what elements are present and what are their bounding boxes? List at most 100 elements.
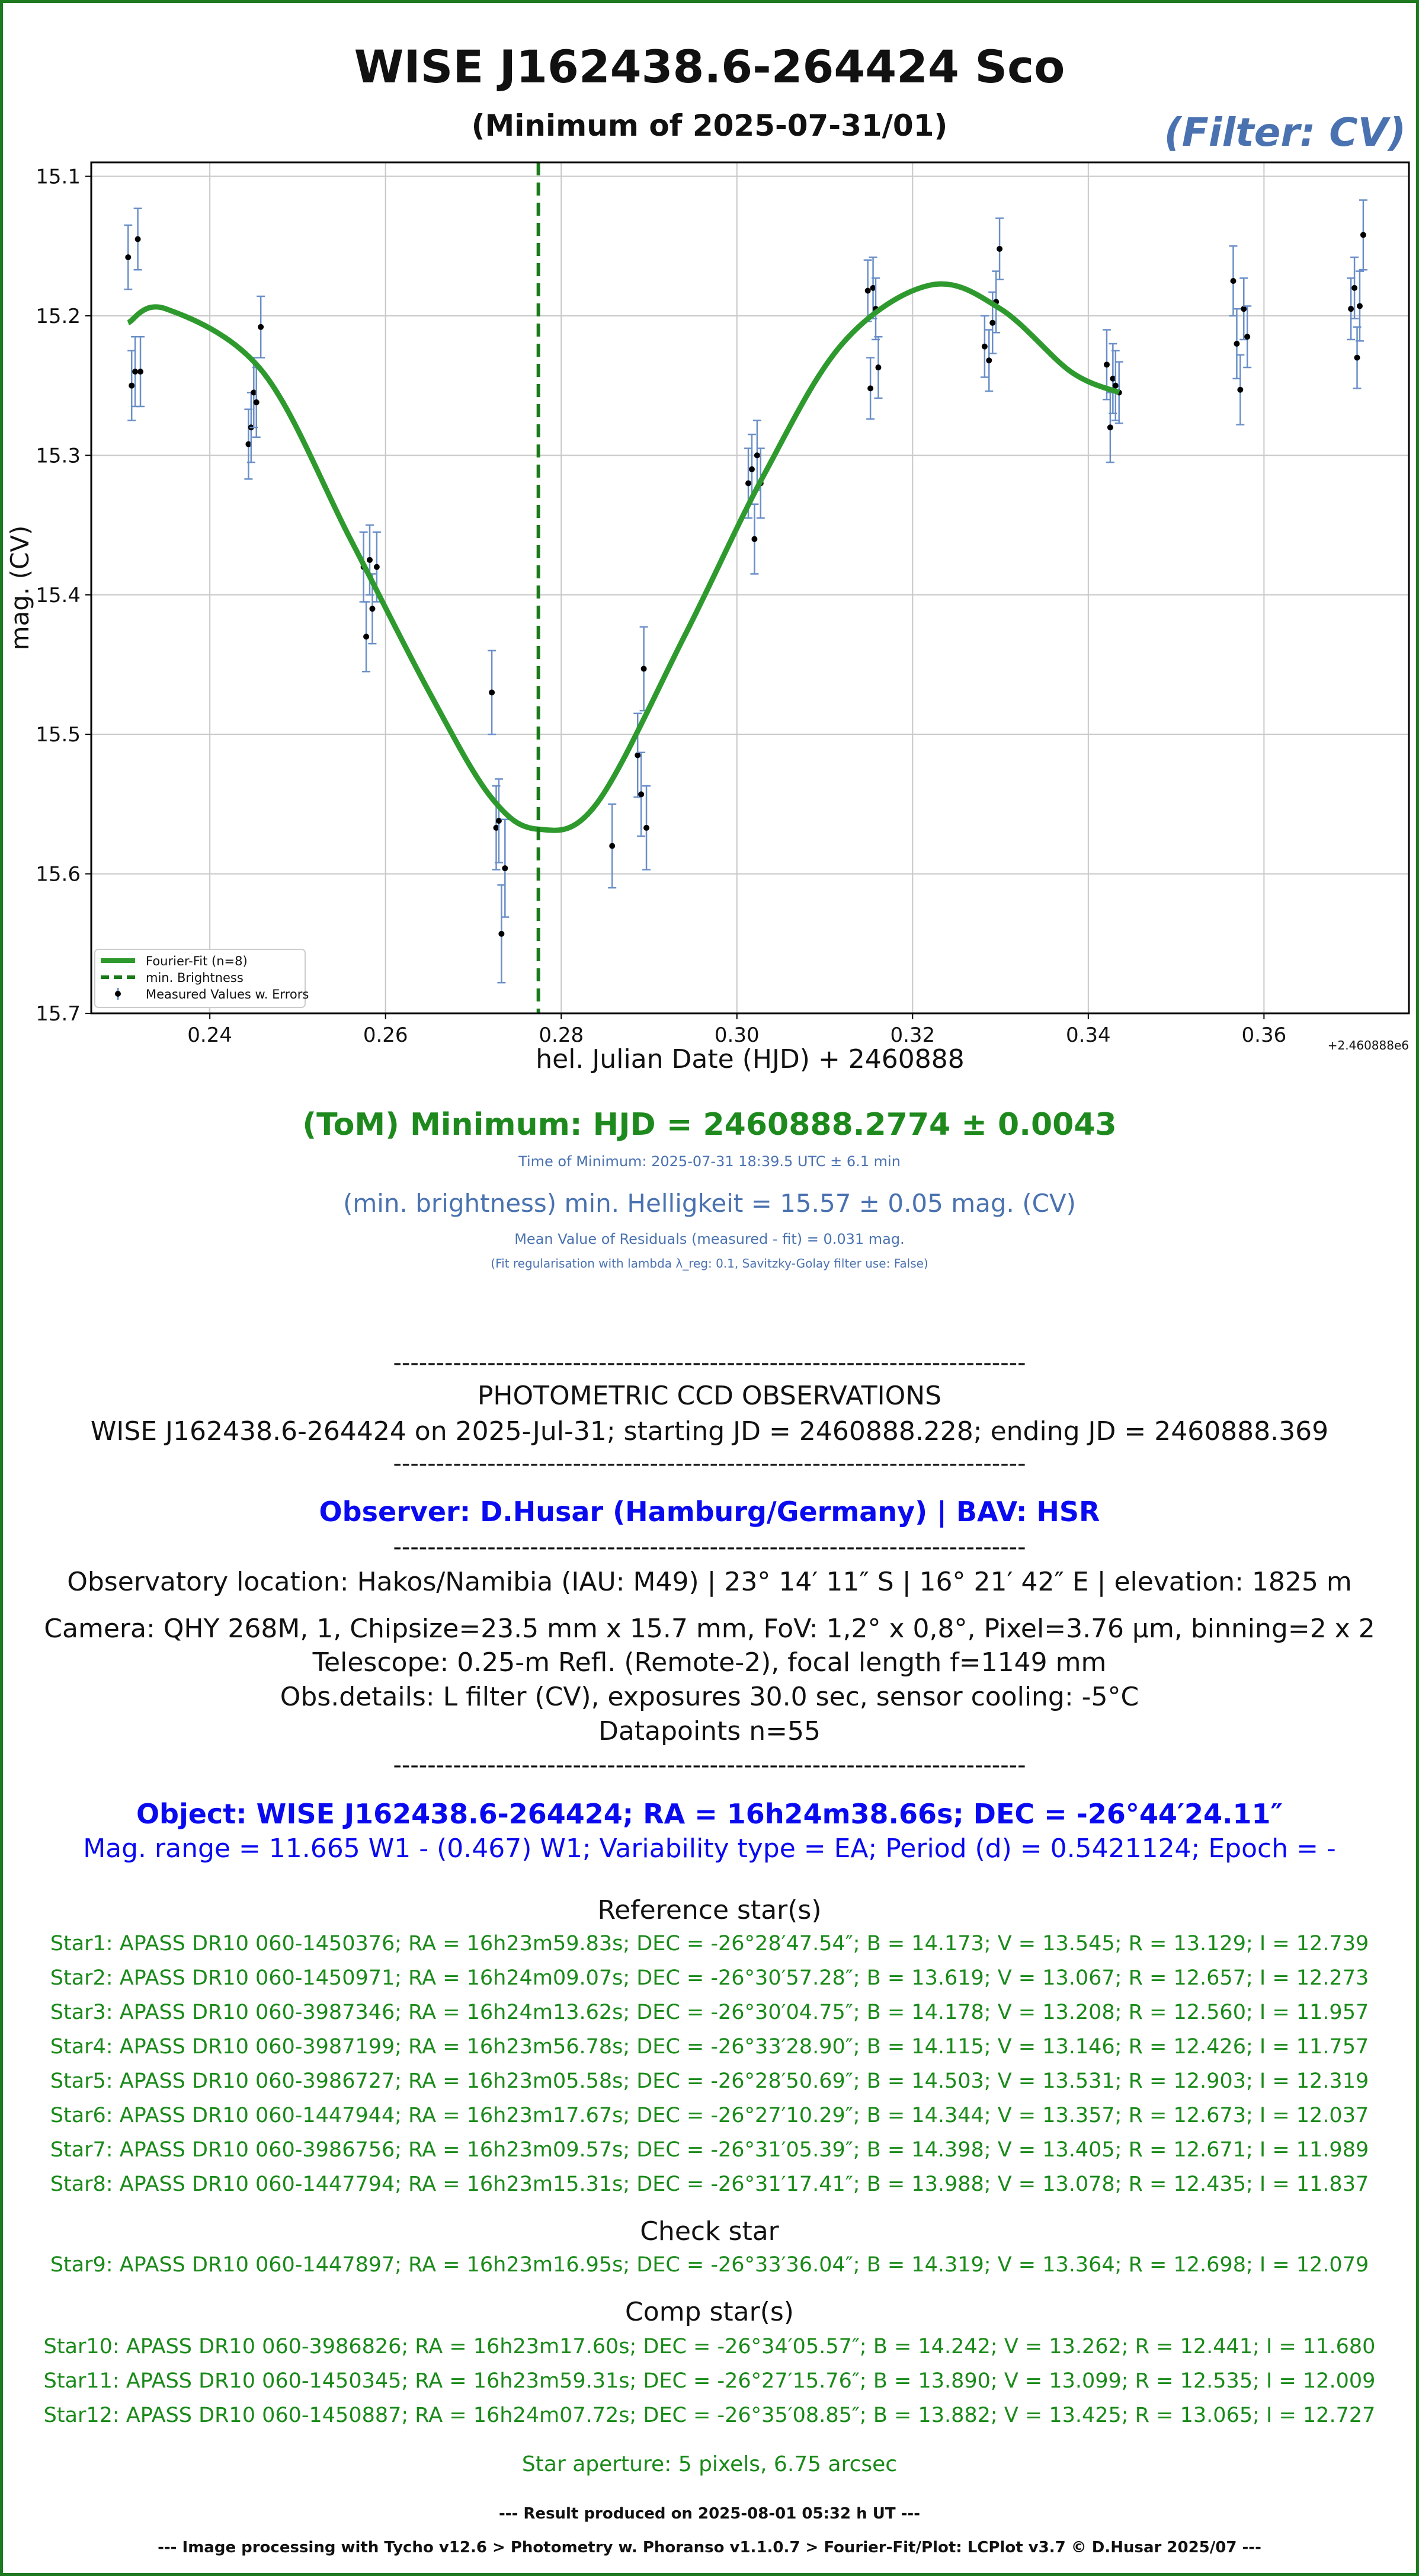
- data-point: [980, 315, 989, 378]
- data-point: [131, 336, 140, 408]
- point-marker: [132, 369, 139, 375]
- object-mag-range: Mag. range = 11.665 W1 - (0.467) W1; Var…: [83, 1833, 1336, 1864]
- data-point: [497, 884, 506, 984]
- point-marker: [751, 536, 758, 542]
- x-tick-label: 0.34: [1066, 1023, 1111, 1047]
- data-point: [362, 601, 371, 673]
- point-marker: [258, 324, 264, 330]
- fourier-fit-curve: [127, 281, 1120, 833]
- reference-star-6: Star6: APASS DR10 060-1447944; RA = 16h2…: [50, 2104, 1369, 2127]
- star-aperture: Star aperture: 5 pixels, 6.75 arcsec: [521, 2452, 898, 2476]
- y-axis-label: mag. (CV): [5, 526, 34, 651]
- data-point: [995, 217, 1004, 280]
- data-point: [244, 408, 253, 480]
- data-point: [136, 336, 145, 408]
- obs-heading: PHOTOMETRIC CCD OBSERVATIONS: [477, 1381, 942, 1411]
- y-tick-label: 15.5: [36, 723, 81, 747]
- point-marker: [981, 343, 988, 350]
- chart-grid: [91, 162, 1409, 1014]
- data-point: [874, 336, 883, 399]
- point-marker: [989, 319, 996, 326]
- mean-residuals: Mean Value of Residuals (measured - fit)…: [514, 1231, 905, 1247]
- data-point: [124, 224, 133, 290]
- point-marker: [363, 633, 370, 640]
- data-point: [1355, 270, 1364, 342]
- point-marker: [870, 284, 876, 291]
- data-point: [1347, 277, 1356, 341]
- data-point: [1353, 326, 1362, 389]
- camera: Camera: QHY 268M, 1, Chipsize=23.5 mm x …: [44, 1614, 1375, 1644]
- point-marker: [1244, 334, 1251, 340]
- page-title: WISE J162438.6-264424 Sco: [354, 40, 1065, 93]
- comp-heading: Comp star(s): [625, 2297, 794, 2327]
- check-heading: Check star: [640, 2216, 779, 2247]
- point-marker: [635, 752, 641, 759]
- data-point: [637, 751, 646, 837]
- point-marker: [253, 399, 260, 405]
- data-point: [1236, 354, 1245, 425]
- comp-star-11: Star11: APASS DR10 060-1450345; RA = 16h…: [43, 2369, 1376, 2393]
- x-tick-label: 0.32: [890, 1023, 935, 1047]
- point-marker: [369, 606, 376, 612]
- point-marker: [986, 357, 992, 364]
- data-point: [1106, 392, 1114, 463]
- point-marker: [1354, 354, 1360, 361]
- reference-heading: Reference star(s): [597, 1895, 822, 1925]
- point-marker: [251, 389, 257, 396]
- data-point: [127, 350, 136, 421]
- point-marker: [1103, 361, 1110, 368]
- point-marker: [640, 665, 647, 672]
- observer: Observer: D.Husar (Hamburg/Germany) | BA…: [319, 1496, 1100, 1528]
- point-marker: [643, 824, 650, 831]
- light-curve-chart: 15.115.215.315.415.515.615.7 0.24 0.26 0.2…: [5, 161, 1410, 1074]
- point-marker: [638, 791, 645, 798]
- point-marker: [875, 364, 882, 371]
- point-marker: [1348, 306, 1354, 312]
- datapoints: Datapoints n=55: [598, 1716, 821, 1746]
- filter-label: (Filter: CV): [1164, 110, 1406, 155]
- obs-range: WISE J162438.6-264424 on 2025-Jul-31; st…: [90, 1416, 1329, 1447]
- legend-point-swatch: [115, 991, 121, 997]
- data-point: [608, 803, 617, 889]
- point-marker: [495, 818, 502, 824]
- y-tick-label: 15.7: [36, 1002, 81, 1026]
- point-marker: [748, 466, 755, 472]
- point-marker: [1230, 278, 1237, 284]
- x-axis-label: hel. Julian Date (HJD) + 2460888: [536, 1044, 965, 1074]
- point-marker: [609, 843, 616, 849]
- comp-star-10: Star10: APASS DR10 060-3986826; RA = 16h…: [43, 2335, 1376, 2359]
- fit-regularisation: (Fit regularisation with lambda λ_reg: 0…: [491, 1256, 928, 1271]
- point-marker: [134, 236, 141, 242]
- reference-star-1: Star1: APASS DR10 060-1450376; RA = 16h2…: [50, 1932, 1369, 1956]
- data-point: [1232, 308, 1241, 380]
- processing-credits: --- Image processing with Tycho v12.6 > …: [158, 2539, 1261, 2556]
- point-marker: [1351, 284, 1358, 291]
- separator-4: ----------------------------------------…: [393, 1752, 1026, 1779]
- point-marker: [125, 254, 132, 261]
- legend-err-label: Measured Values w. Errors: [146, 987, 309, 1001]
- point-marker: [1110, 375, 1116, 382]
- x-tick-label: 0.28: [539, 1023, 584, 1047]
- point-marker: [502, 865, 508, 872]
- data-point: [642, 785, 651, 871]
- reference-star-8: Star8: APASS DR10 060-1447794; RA = 16h2…: [50, 2172, 1369, 2196]
- legend-fit-label: Fourier-Fit (n=8): [146, 954, 248, 968]
- data-point: [488, 649, 497, 735]
- data-point: [494, 778, 503, 864]
- x-tick-label: 0.30: [715, 1023, 760, 1047]
- point-marker: [498, 930, 505, 937]
- point-marker: [1360, 232, 1366, 238]
- data-point: [501, 818, 510, 918]
- data-points: [124, 199, 1367, 984]
- reference-star-5: Star5: APASS DR10 060-3986727; RA = 16h2…: [50, 2069, 1369, 2093]
- y-axis-ticks: 15.1 15.2 15.3 15.4 15.5 15.6 15.7: [36, 165, 91, 1026]
- point-marker: [754, 452, 760, 459]
- min-brightness: (min. brightness) min. Helligkeit = 15.5…: [342, 1189, 1077, 1218]
- result-timestamp: --- Result produced on 2025-08-01 05:32 …: [498, 2505, 920, 2523]
- reference-star-4: Star4: APASS DR10 060-3987199; RA = 16h2…: [50, 2035, 1369, 2059]
- point-marker: [489, 689, 495, 696]
- data-point: [133, 207, 142, 271]
- point-marker: [129, 382, 135, 389]
- object-line: Object: WISE J162438.6-264424; RA = 16h2…: [136, 1798, 1283, 1830]
